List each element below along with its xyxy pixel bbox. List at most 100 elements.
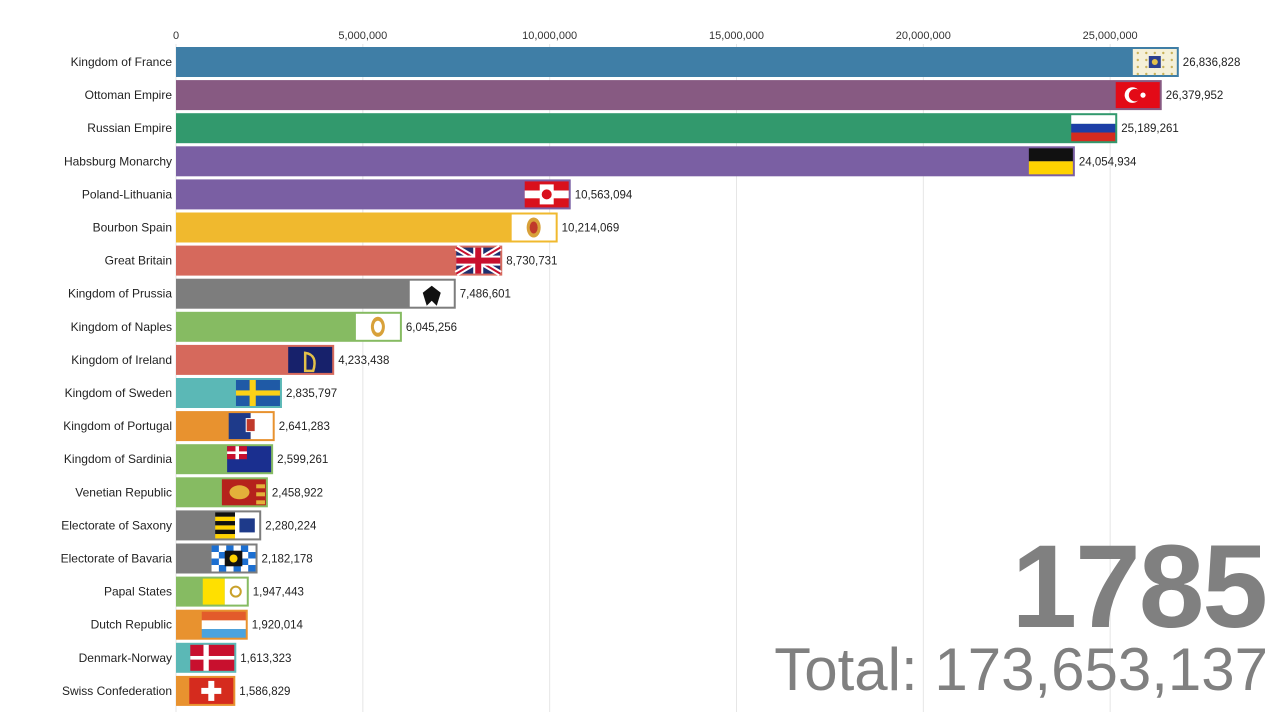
value-label: 2,599,261 <box>277 454 328 466</box>
ottoman-flag <box>1115 82 1160 109</box>
bar-row: Habsburg Monarchy 24,054,934 <box>64 146 1137 177</box>
portugal-flag <box>228 413 273 440</box>
value-label: 2,641,283 <box>279 421 330 433</box>
category-label: Denmark-Norway <box>79 651 172 665</box>
bar-row: Great Britain 8,730,731 <box>105 245 557 277</box>
sardinia-flag <box>227 446 272 473</box>
bar-row: Kingdom of Portugal 2,641,283 <box>63 411 330 442</box>
bar <box>176 278 456 309</box>
value-label: 2,458,922 <box>272 487 323 499</box>
denmark-flag <box>190 644 235 671</box>
spain-flag <box>511 214 556 241</box>
value-label: 10,563,094 <box>575 189 633 201</box>
x-tick-label: 15,000,000 <box>709 30 764 42</box>
bar-row: Denmark-Norway 1,613,323 <box>79 642 291 673</box>
value-label: 2,280,224 <box>265 520 317 532</box>
bar <box>176 212 558 243</box>
poland-lithuania-flag <box>524 181 569 208</box>
value-label: 26,379,952 <box>1166 90 1224 102</box>
ireland-flag <box>288 346 333 373</box>
total-label: Total: 173,653,137 <box>774 636 1268 703</box>
habsburg-flag <box>1028 148 1073 175</box>
category-label: Kingdom of Sweden <box>65 386 172 400</box>
bar-row: Poland-Lithuania 10,563,094 <box>82 179 633 210</box>
category-label: Russian Empire <box>87 121 172 135</box>
category-label: Kingdom of Naples <box>71 320 172 334</box>
value-label: 1,586,829 <box>239 686 290 698</box>
bar-row: Kingdom of France 26,836,828 <box>71 47 1241 77</box>
bar-row: Kingdom of Sweden 2,835,797 <box>65 378 337 408</box>
year-label: 1785 <box>1011 521 1268 653</box>
bar <box>176 245 503 276</box>
swiss-flag <box>189 677 234 704</box>
value-label: 6,045,256 <box>406 322 457 334</box>
value-label: 1,947,443 <box>253 587 304 599</box>
category-label: Swiss Confederation <box>62 684 172 698</box>
bar-row: Kingdom of Naples 6,045,256 <box>71 311 457 342</box>
papal-states-flag <box>202 578 247 605</box>
category-label: Kingdom of France <box>71 55 173 69</box>
great-britain-flag <box>454 245 502 277</box>
x-tick-label: 10,000,000 <box>522 30 577 42</box>
bar-row: Kingdom of Prussia 7,486,601 <box>68 278 511 309</box>
value-label: 8,730,731 <box>506 256 557 268</box>
gridlines <box>175 44 1111 712</box>
bar-row: Kingdom of Ireland 4,233,438 <box>71 344 389 375</box>
value-label: 10,214,069 <box>562 223 620 235</box>
bar-row: Ottoman Empire 26,379,952 <box>85 80 1224 111</box>
dutch-flag <box>201 611 246 638</box>
bavaria-flag <box>211 545 256 572</box>
bar-row: Venetian Republic 2,458,922 <box>75 477 323 508</box>
category-label: Papal States <box>104 585 172 599</box>
value-label: 1,613,323 <box>240 653 291 665</box>
bar-row: Swiss Confederation 1,586,829 <box>62 675 290 706</box>
category-label: Electorate of Bavaria <box>61 552 173 566</box>
category-label: Kingdom of Prussia <box>68 287 172 301</box>
category-label: Kingdom of Ireland <box>71 353 172 367</box>
bar <box>176 80 1162 111</box>
category-label: Kingdom of Sardinia <box>64 452 172 466</box>
x-tick-label: 5,000,000 <box>338 30 387 42</box>
x-axis-ticks: 0 5,000,000 10,000,000 15,000,000 20,000,000… <box>173 30 1138 42</box>
category-label: Kingdom of Portugal <box>63 419 172 433</box>
x-tick-label: 25,000,000 <box>1083 30 1138 42</box>
bar-row: Bourbon Spain 10,214,069 <box>93 212 620 243</box>
russia-flag <box>1071 115 1116 142</box>
bar <box>176 146 1075 177</box>
x-tick-label: 0 <box>173 30 179 42</box>
bar-row: Electorate of Bavaria 2,182,178 <box>61 543 313 574</box>
bar-row: Dutch Republic 1,920,014 <box>91 609 304 640</box>
value-label: 24,054,934 <box>1079 156 1137 168</box>
category-label: Electorate of Saxony <box>61 518 172 532</box>
bars: Kingdom of France 26,836,828 Ottoman Empir… <box>61 47 1241 706</box>
france-royal-flag <box>1132 49 1177 76</box>
value-label: 7,486,601 <box>460 289 511 301</box>
prussia-flag <box>409 280 454 307</box>
bar <box>176 113 1118 144</box>
category-label: Bourbon Spain <box>93 221 172 235</box>
sweden-flag <box>235 380 280 406</box>
category-label: Habsburg Monarchy <box>64 154 172 168</box>
value-label: 25,189,261 <box>1121 123 1179 135</box>
category-label: Ottoman Empire <box>85 88 173 102</box>
bar <box>176 179 571 210</box>
venice-flag <box>221 479 266 506</box>
category-label: Venetian Republic <box>75 485 172 499</box>
category-label: Dutch Republic <box>91 618 172 632</box>
value-label: 4,233,438 <box>338 355 389 367</box>
bar-row: Russian Empire 25,189,261 <box>87 113 1179 144</box>
category-label: Great Britain <box>105 254 172 268</box>
value-label: 2,182,178 <box>262 554 313 566</box>
bar-row: Kingdom of Sardinia 2,599,261 <box>64 444 328 475</box>
x-tick-label: 20,000,000 <box>896 30 951 42</box>
value-label: 26,836,828 <box>1183 57 1241 69</box>
saxony-flag <box>215 512 260 539</box>
bar-row: Electorate of Saxony 2,280,224 <box>61 510 317 541</box>
value-label: 2,835,797 <box>286 388 337 400</box>
bar-row: Papal States 1,947,443 <box>104 576 304 607</box>
value-label: 1,920,014 <box>252 620 304 632</box>
bar <box>176 47 1179 77</box>
category-label: Poland-Lithuania <box>82 187 172 201</box>
naples-flag <box>355 313 400 340</box>
